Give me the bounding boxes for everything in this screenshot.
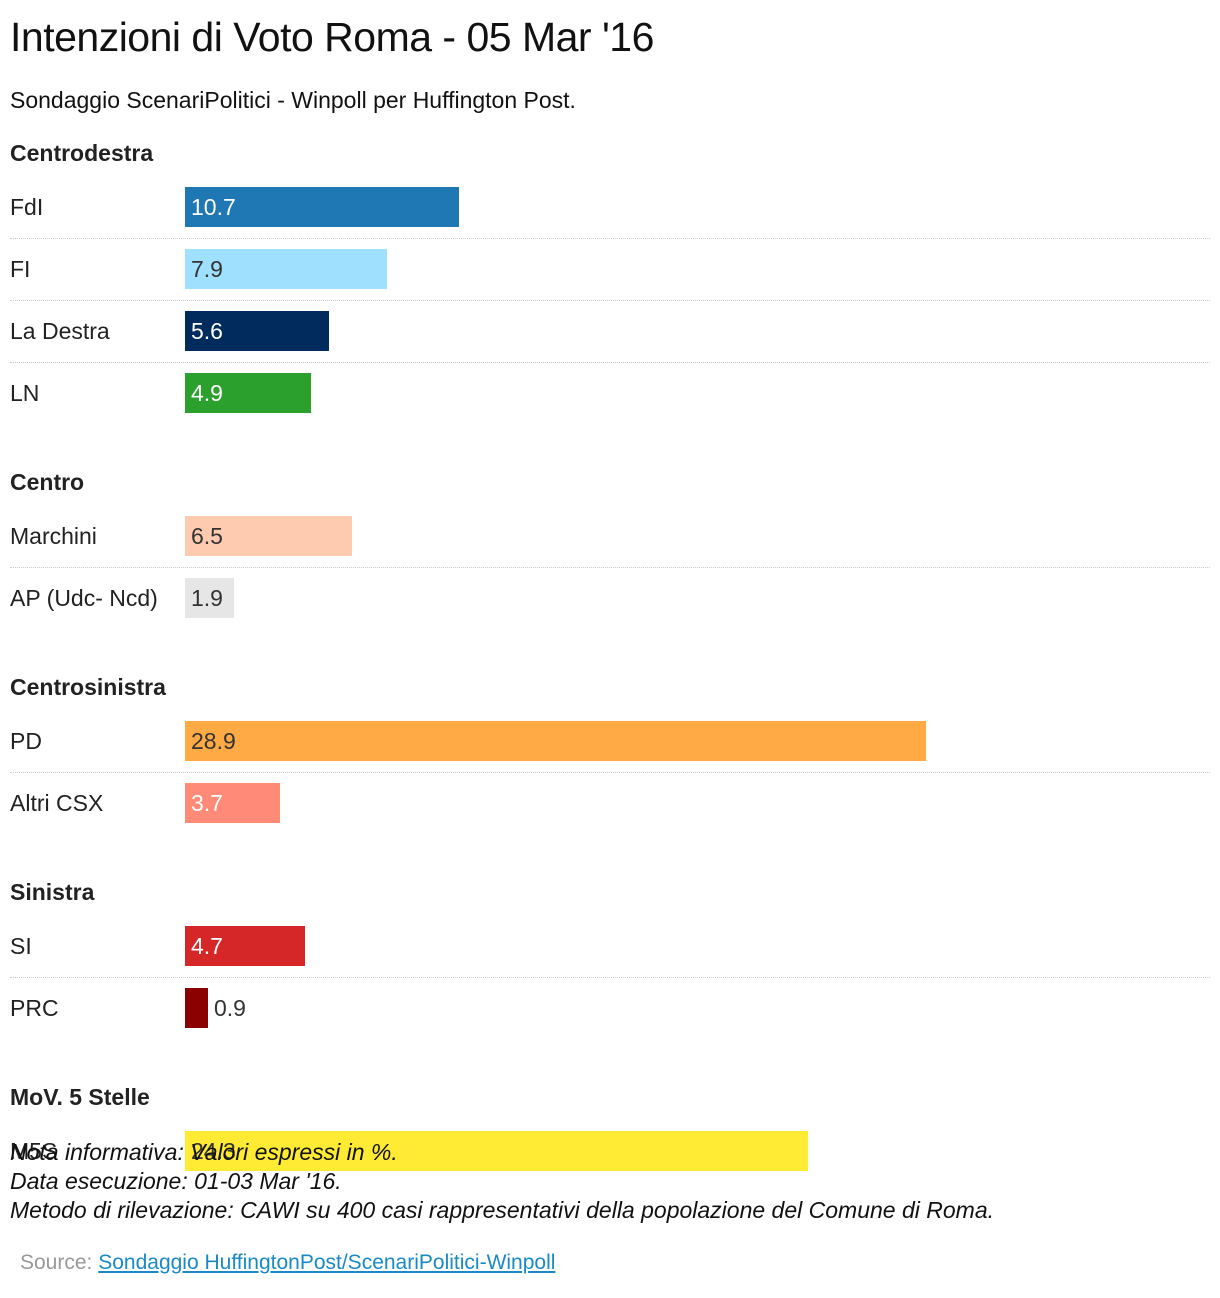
bar-ln <box>185 373 311 413</box>
group-title-centrodestra: Centrodestra <box>10 140 154 166</box>
bar-ap-udc-ncd <box>185 578 234 618</box>
source-line: Source: Sondaggio HuffingtonPost/Scenari… <box>20 1251 555 1275</box>
bar-pd <box>185 721 926 761</box>
bar-fdi <box>185 187 459 227</box>
group-title-centrosinistra: Centrosinistra <box>10 674 166 700</box>
bar-marchini <box>185 516 352 556</box>
group-title-centro: Centro <box>10 469 85 495</box>
source-prefix: Source: <box>20 1251 99 1274</box>
bar-label-fdi: FdI <box>10 194 44 220</box>
row-separator <box>10 977 1210 978</box>
chart-notes: Nota informativa: Valori espressi in %. … <box>10 1138 994 1225</box>
note-survey-date: Data esecuzione: 01-03 Mar '16. <box>10 1168 342 1194</box>
chart-subtitle: Sondaggio ScenariPolitici - Winpoll per … <box>10 87 576 113</box>
bar-label-ln: LN <box>10 380 40 406</box>
bar-value-prc: 0.9 <box>214 995 246 1021</box>
source-link[interactable]: Sondaggio HuffingtonPost/ScenariPolitici… <box>98 1251 556 1274</box>
bar-value-ln: 4.9 <box>191 380 223 406</box>
bar-label-altri-csx: Altri CSX <box>10 790 104 816</box>
bar-label-pd: PD <box>10 728 42 754</box>
bar-value-m5s: 24.3 <box>191 1138 236 1164</box>
bar-value-altri-csx: 3.7 <box>191 790 223 816</box>
bar-si <box>185 926 305 966</box>
bar-label-ap-udc-ncd: AP (Udc- Ncd) <box>10 585 158 611</box>
bar-value-ap-udc-ncd: 1.9 <box>191 585 223 611</box>
bar-label-m5s: M5S <box>10 1138 58 1164</box>
bar-label-si: SI <box>10 933 32 959</box>
bar-value-fdi: 10.7 <box>191 194 236 220</box>
bar-m5s <box>185 1131 808 1171</box>
bar-label-prc: PRC <box>10 995 59 1021</box>
bar-la-destra <box>185 311 329 351</box>
bar-label-fi: FI <box>10 256 31 282</box>
row-separator <box>10 567 1210 568</box>
note-values-unit: Nota informativa: Valori espressi in %. <box>10 1139 398 1165</box>
row-separator <box>10 362 1210 363</box>
chart-title: Intenzioni di Voto Roma - 05 Mar '16 <box>10 14 654 60</box>
bar-prc <box>185 988 208 1028</box>
group-title-sinistra: Sinistra <box>10 879 95 905</box>
bar-label-marchini: Marchini <box>10 523 97 549</box>
row-separator <box>10 300 1210 301</box>
bar-fi <box>185 249 387 289</box>
bar-label-la-destra: La Destra <box>10 318 110 344</box>
group-title-mov-5-stelle: MoV. 5 Stelle <box>10 1084 150 1110</box>
bar-value-la-destra: 5.6 <box>191 318 223 344</box>
bar-value-pd: 28.9 <box>191 728 236 754</box>
bar-value-marchini: 6.5 <box>191 523 223 549</box>
row-separator <box>10 772 1210 773</box>
bar-altri-csx <box>185 783 280 823</box>
bar-value-si: 4.7 <box>191 933 223 959</box>
row-separator <box>10 238 1210 239</box>
note-survey-method: Metodo di rilevazione: CAWI su 400 casi … <box>10 1197 995 1223</box>
bar-value-fi: 7.9 <box>191 256 223 282</box>
